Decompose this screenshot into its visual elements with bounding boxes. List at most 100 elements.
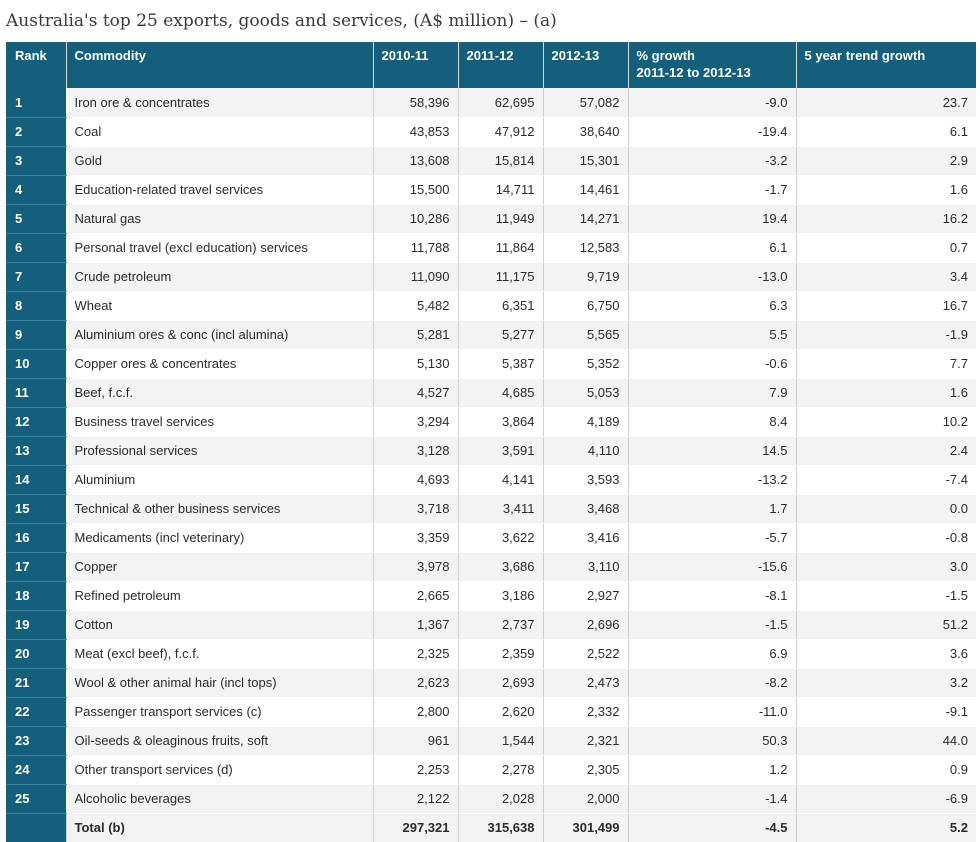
- header-2011-12[interactable]: 2011-12: [458, 42, 544, 88]
- value-2011-12: 2,620: [458, 697, 544, 727]
- commodity-cell: Wheat: [66, 291, 374, 321]
- value-2011-12: 4,141: [458, 465, 544, 495]
- trend-cell: -9.1: [796, 697, 976, 727]
- value-2012-13: 2,696: [543, 610, 629, 640]
- value-2012-13: 57,082: [543, 88, 629, 118]
- value-2010-11: 2,325: [373, 639, 459, 669]
- trend-cell: 0.7: [796, 233, 976, 263]
- table-row: 8 Wheat 5,482 6,351 6,750 6.3 16.7: [6, 291, 976, 321]
- rank-cell: 12: [6, 407, 67, 437]
- trend-cell: -6.9: [796, 784, 976, 814]
- growth-cell: 6.9: [628, 639, 797, 669]
- commodity-cell: Personal travel (excl education) service…: [66, 233, 374, 263]
- commodity-cell: Cotton: [66, 610, 374, 640]
- total-rank-cell: [6, 812, 67, 842]
- commodity-cell: Wool & other animal hair (incl tops): [66, 668, 374, 698]
- value-2012-13: 3,416: [543, 523, 629, 553]
- value-2012-13: 6,750: [543, 291, 629, 321]
- header-trend[interactable]: 5 year trend growth: [796, 42, 976, 88]
- value-2011-12: 3,591: [458, 436, 544, 466]
- value-2012-13: 5,565: [543, 320, 629, 350]
- rank-cell: 25: [6, 784, 67, 814]
- table-row: 24 Other transport services (d) 2,253 2,278…: [6, 755, 976, 785]
- commodity-cell: Technical & other business services: [66, 494, 374, 524]
- value-2011-12: 62,695: [458, 88, 544, 118]
- value-2011-12: 2,278: [458, 755, 544, 785]
- trend-cell: 2.4: [796, 436, 976, 466]
- rank-cell: 2: [6, 117, 67, 147]
- value-2012-13: 2,321: [543, 726, 629, 756]
- trend-cell: 16.7: [796, 291, 976, 321]
- value-2010-11: 11,788: [373, 233, 459, 263]
- header-rank[interactable]: Rank: [6, 42, 67, 88]
- value-2010-11: 15,500: [373, 175, 459, 205]
- table-row: 10 Copper ores & concentrates 5,130 5,387 5,…: [6, 349, 976, 379]
- value-2010-11: 1,367: [373, 610, 459, 640]
- table-row: 20 Meat (excl beef), f.c.f. 2,325 2,359 2,52…: [6, 639, 976, 669]
- table-header: Rank Commodity 2010-11 2011-12 2012-13 %…: [6, 42, 976, 88]
- value-2012-13: 4,110: [543, 436, 629, 466]
- table-row: 7 Crude petroleum 11,090 11,175 9,719 -13.0 3.…: [6, 262, 976, 292]
- value-2012-13: 3,468: [543, 494, 629, 524]
- header-growth[interactable]: % growth 2011-12 to 2012-13: [628, 42, 797, 88]
- rank-cell: 9: [6, 320, 67, 350]
- table-row: 19 Cotton 1,367 2,737 2,696 -1.5 51.2: [6, 610, 976, 640]
- total-row: Total (b) 297,321 315,638 301,499 -4.5 5…: [6, 812, 976, 842]
- value-2011-12: 15,814: [458, 146, 544, 176]
- value-2010-11: 2,122: [373, 784, 459, 814]
- growth-cell: -0.6: [628, 349, 797, 379]
- table-row: 2 Coal 43,853 47,912 38,640 -19.4 6.1: [6, 117, 976, 147]
- value-2011-12: 47,912: [458, 117, 544, 147]
- rank-cell: 11: [6, 378, 67, 408]
- header-2012-13[interactable]: 2012-13: [543, 42, 629, 88]
- trend-cell: 3.0: [796, 552, 976, 582]
- value-2011-12: 11,949: [458, 204, 544, 234]
- growth-cell: -11.0: [628, 697, 797, 727]
- commodity-cell: Education-related travel services: [66, 175, 374, 205]
- rank-cell: 15: [6, 494, 67, 524]
- value-2010-11: 11,090: [373, 262, 459, 292]
- growth-cell: 8.4: [628, 407, 797, 437]
- commodity-cell: Gold: [66, 146, 374, 176]
- value-2010-11: 5,281: [373, 320, 459, 350]
- commodity-cell: Iron ore & concentrates: [66, 88, 374, 118]
- commodity-cell: Crude petroleum: [66, 262, 374, 292]
- growth-cell: -19.4: [628, 117, 797, 147]
- commodity-cell: Aluminium: [66, 465, 374, 495]
- trend-cell: 7.7: [796, 349, 976, 379]
- value-2011-12: 3,686: [458, 552, 544, 582]
- table-row: 23 Oil-seeds & oleaginous fruits, soft 961…: [6, 726, 976, 756]
- table-row: 6 Personal travel (excl education) servic…: [6, 233, 976, 263]
- rank-cell: 5: [6, 204, 67, 234]
- trend-cell: 6.1: [796, 117, 976, 147]
- trend-cell: 3.6: [796, 639, 976, 669]
- value-2012-13: 5,352: [543, 349, 629, 379]
- growth-cell: 5.5: [628, 320, 797, 350]
- total-2011-12: 315,638: [458, 812, 544, 842]
- commodity-cell: Refined petroleum: [66, 581, 374, 611]
- value-2012-13: 3,593: [543, 465, 629, 495]
- value-2010-11: 961: [373, 726, 459, 756]
- trend-cell: 16.2: [796, 204, 976, 234]
- rank-cell: 22: [6, 697, 67, 727]
- value-2011-12: 2,028: [458, 784, 544, 814]
- table-row: 21 Wool & other animal hair (incl tops) 2,…: [6, 668, 976, 698]
- rank-cell: 6: [6, 233, 67, 263]
- trend-cell: 0.0: [796, 494, 976, 524]
- commodity-cell: Professional services: [66, 436, 374, 466]
- exports-table: Rank Commodity 2010-11 2011-12 2012-13 %…: [6, 42, 976, 842]
- growth-cell: 7.9: [628, 378, 797, 408]
- header-2010-11[interactable]: 2010-11: [373, 42, 459, 88]
- value-2011-12: 2,737: [458, 610, 544, 640]
- header-growth-line1: % growth: [636, 48, 696, 63]
- value-2012-13: 2,522: [543, 639, 629, 669]
- rank-cell: 13: [6, 436, 67, 466]
- header-commodity[interactable]: Commodity: [66, 42, 374, 88]
- trend-cell: 10.2: [796, 407, 976, 437]
- value-2010-11: 5,482: [373, 291, 459, 321]
- value-2011-12: 3,186: [458, 581, 544, 611]
- growth-cell: -8.2: [628, 668, 797, 698]
- header-growth-line2: 2011-12 to 2012-13: [636, 65, 751, 80]
- trend-cell: 1.6: [796, 175, 976, 205]
- table-row: 12 Business travel services 3,294 3,864 4,18…: [6, 407, 976, 437]
